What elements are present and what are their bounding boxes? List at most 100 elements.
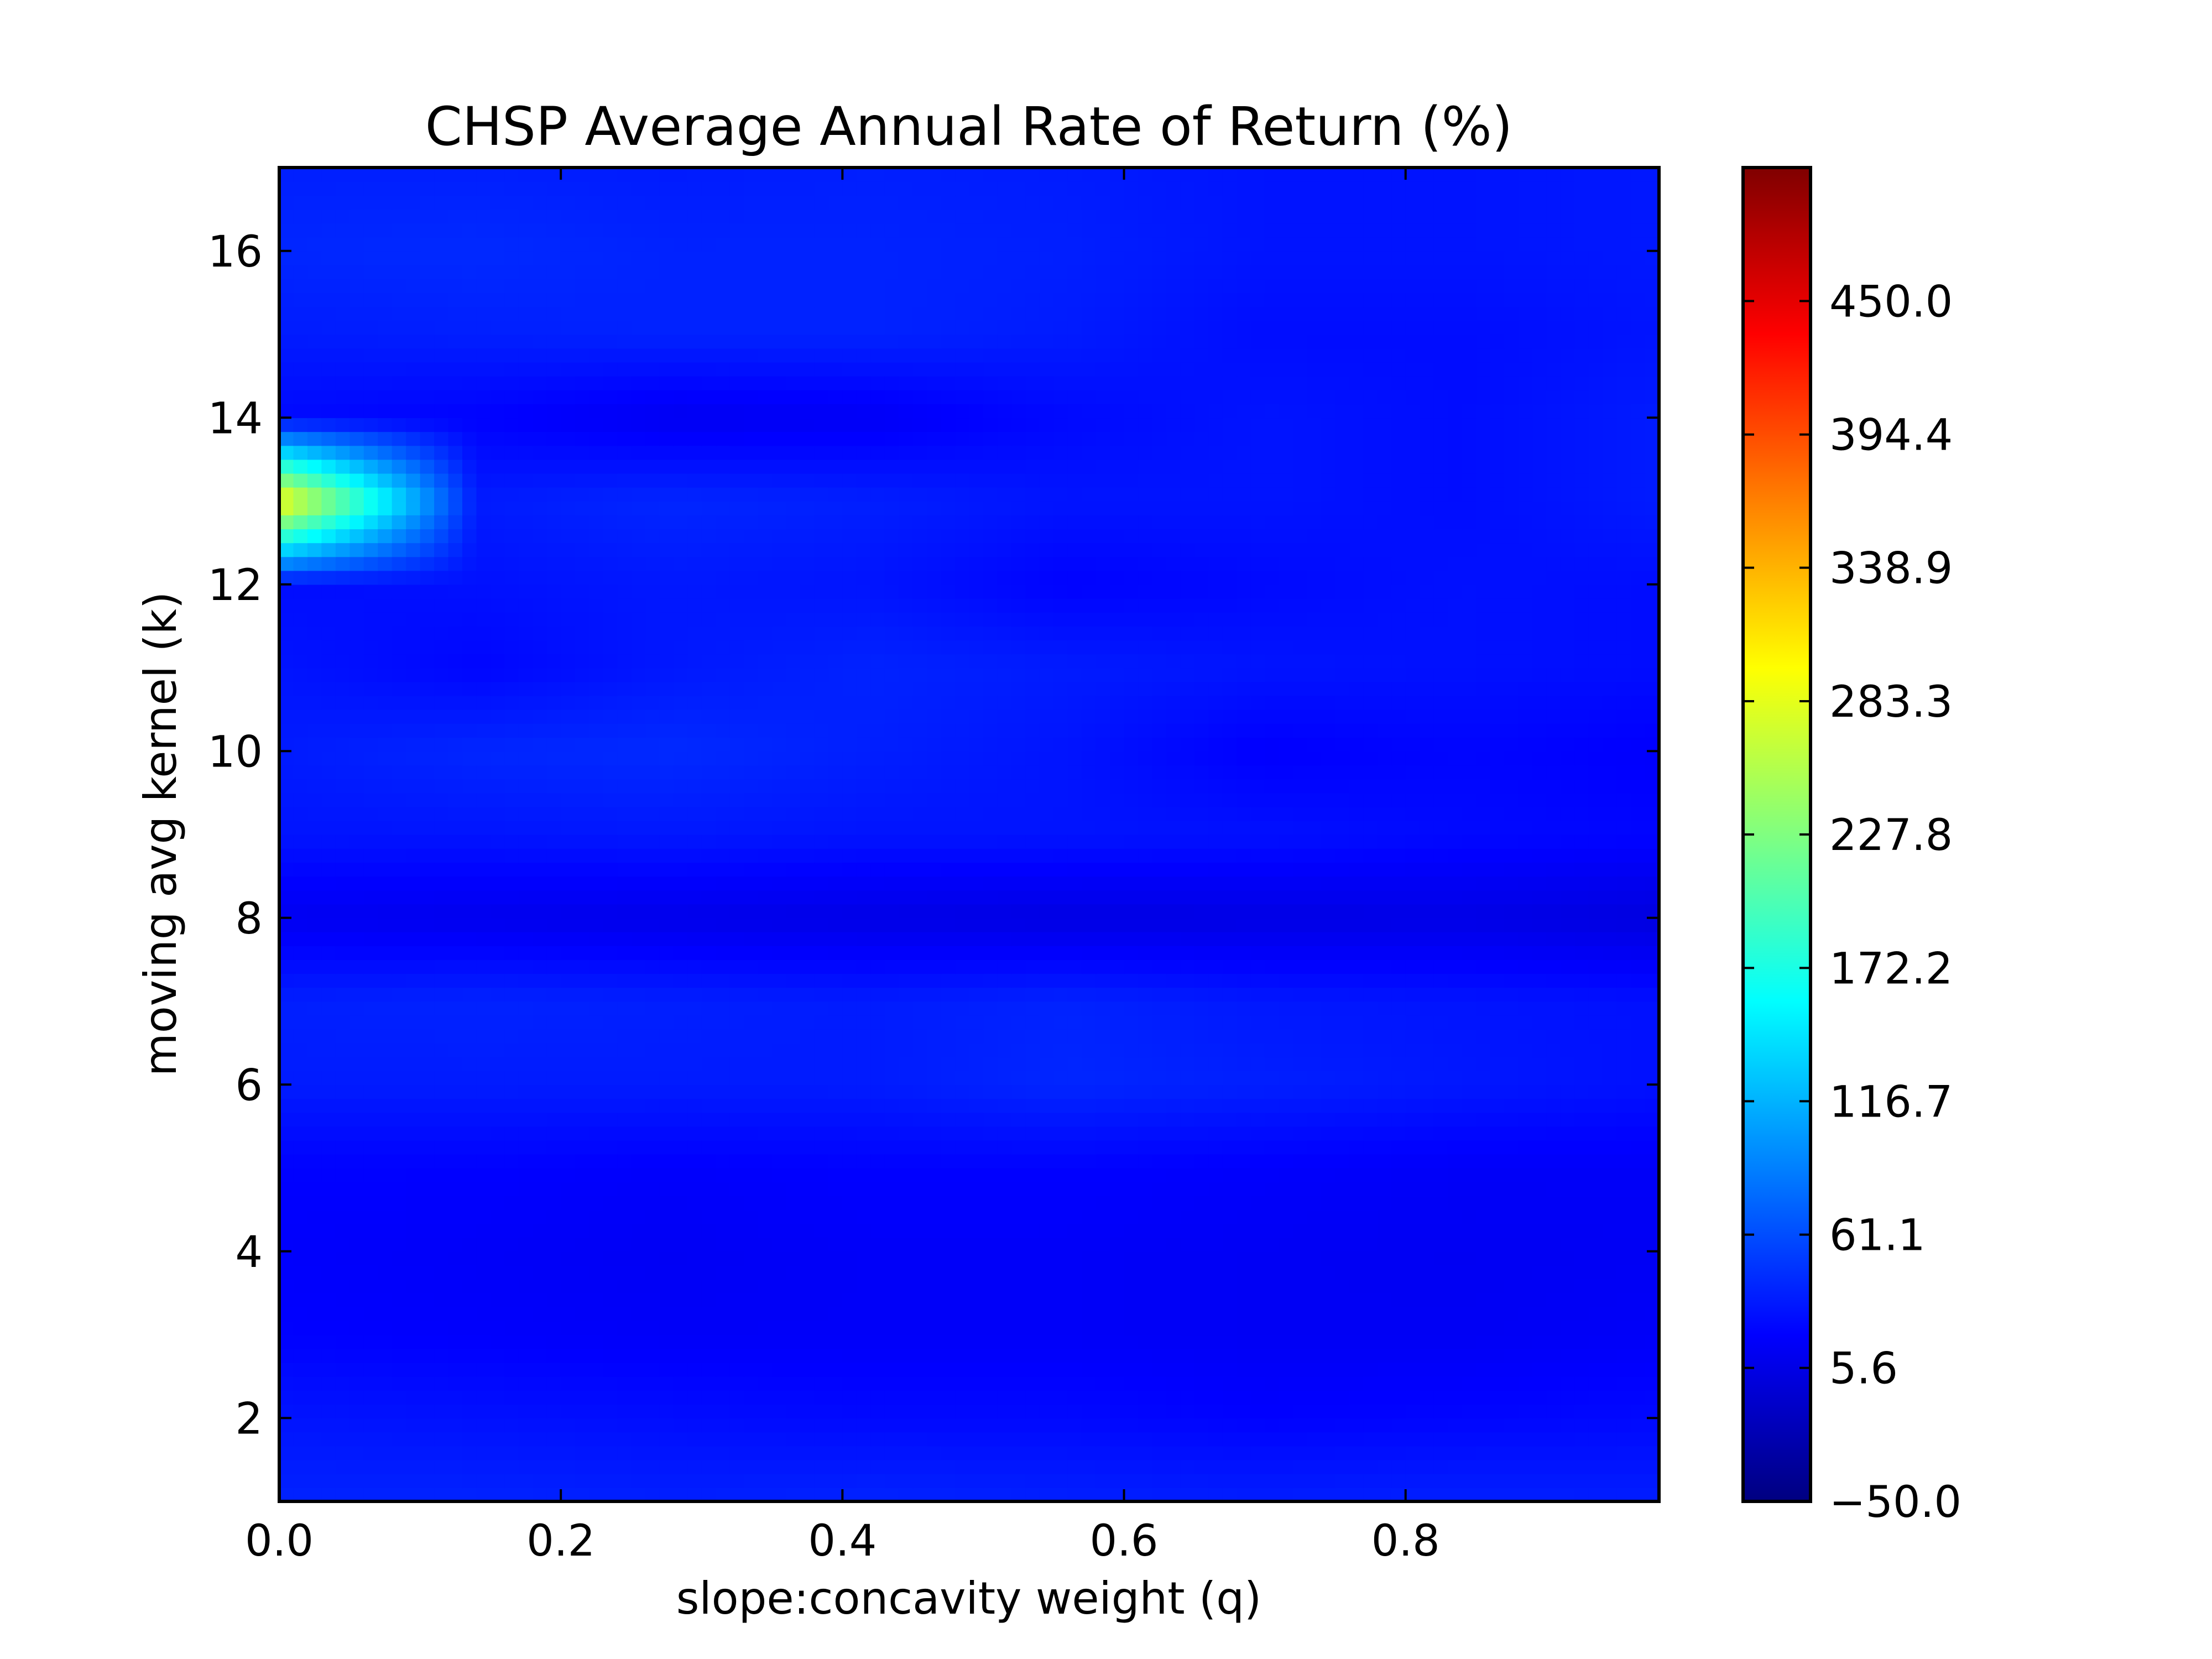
heatmap-cell xyxy=(1349,834,1364,849)
heatmap-cell xyxy=(519,1307,533,1321)
heatmap-cell xyxy=(1476,959,1490,974)
heatmap-cell xyxy=(547,1321,561,1335)
heatmap-cell xyxy=(941,1029,956,1044)
heatmap-cell xyxy=(1349,890,1364,905)
heatmap-cell xyxy=(533,1182,547,1196)
heatmap-cell xyxy=(1406,1488,1420,1502)
heatmap-cell xyxy=(547,1113,561,1127)
heatmap-cell xyxy=(1307,946,1322,960)
heatmap-cell xyxy=(561,1029,575,1044)
heatmap-cell xyxy=(1223,821,1237,835)
heatmap-cell xyxy=(1110,876,1124,890)
heatmap-cell xyxy=(547,1265,561,1280)
heatmap-cell xyxy=(1617,932,1631,946)
heatmap-cell xyxy=(997,1307,1011,1321)
heatmap-cell xyxy=(392,807,406,821)
heatmap-cell xyxy=(378,848,392,863)
heatmap-cell xyxy=(617,1113,632,1127)
heatmap-cell xyxy=(828,834,843,849)
heatmap-cell xyxy=(1053,946,1068,960)
heatmap-cell xyxy=(969,1307,984,1321)
heatmap-cell xyxy=(1208,1154,1223,1168)
heatmap-cell xyxy=(1406,1029,1420,1044)
heatmap-cell xyxy=(1110,1376,1124,1391)
heatmap-cell xyxy=(364,1432,378,1446)
heatmap-cell xyxy=(1645,1404,1660,1418)
heatmap-cell xyxy=(603,1238,618,1252)
heatmap-cell xyxy=(547,1251,561,1266)
heatmap-cell xyxy=(533,1432,547,1446)
heatmap-cell xyxy=(687,1001,702,1016)
heatmap-cell xyxy=(307,1307,322,1321)
heatmap-cell xyxy=(842,1460,857,1474)
heatmap-cell xyxy=(504,959,519,974)
heatmap-cell xyxy=(687,876,702,890)
heatmap-cell xyxy=(321,1335,336,1349)
heatmap-cell xyxy=(927,946,941,960)
heatmap-cell xyxy=(1561,890,1575,905)
heatmap-cell xyxy=(533,1404,547,1418)
heatmap-cell xyxy=(448,1113,463,1127)
heatmap-cell xyxy=(1025,1057,1040,1071)
heatmap-cell xyxy=(462,1279,477,1293)
heatmap-cell xyxy=(870,834,885,849)
heatmap-cell xyxy=(786,1376,801,1391)
heatmap-cell xyxy=(1053,1057,1068,1071)
heatmap-cell xyxy=(1293,1154,1307,1168)
heatmap-cell xyxy=(293,1029,307,1044)
heatmap-cell xyxy=(1420,1015,1434,1030)
heatmap-cell xyxy=(589,1057,603,1071)
heatmap-cell xyxy=(870,973,885,988)
heatmap-cell xyxy=(1448,1432,1462,1446)
heatmap-cell xyxy=(814,1140,828,1155)
heatmap-cell xyxy=(603,821,618,835)
heatmap-cell xyxy=(786,1140,801,1155)
heatmap-cell xyxy=(561,1224,575,1238)
heatmap-cell xyxy=(1631,1126,1645,1141)
heatmap-cell xyxy=(378,1404,392,1418)
heatmap-cell xyxy=(462,1001,477,1016)
heatmap-cell xyxy=(406,1363,420,1377)
heatmap-cell xyxy=(1561,1432,1575,1446)
heatmap-cell xyxy=(1406,890,1420,905)
heatmap-cell xyxy=(1208,1307,1223,1321)
heatmap-cell xyxy=(1237,1209,1251,1224)
heatmap-cell xyxy=(1434,1209,1448,1224)
heatmap-cell xyxy=(1307,1001,1322,1016)
heatmap-cell xyxy=(772,973,786,988)
heatmap-cell xyxy=(786,793,801,807)
heatmap-cell xyxy=(997,1168,1011,1182)
heatmap-cell xyxy=(828,1098,843,1113)
heatmap-cell xyxy=(842,1335,857,1349)
heatmap-cell xyxy=(687,1043,702,1057)
heatmap-cell xyxy=(969,1043,984,1057)
heatmap-cell xyxy=(645,1168,660,1182)
heatmap-cell xyxy=(1603,1209,1617,1224)
heatmap-cell xyxy=(1223,1224,1237,1238)
heatmap-cell xyxy=(462,1293,477,1307)
heatmap-cell xyxy=(941,1001,956,1016)
heatmap-cell xyxy=(828,1238,843,1252)
heatmap-cell xyxy=(659,1349,674,1363)
heatmap-cell xyxy=(997,1209,1011,1224)
heatmap-cell xyxy=(744,1279,758,1293)
heatmap-cell xyxy=(293,987,307,1001)
heatmap-cell xyxy=(645,1071,660,1085)
heatmap-cell xyxy=(1378,932,1392,946)
heatmap-cell xyxy=(1631,1057,1645,1071)
heatmap-cell xyxy=(941,1126,956,1141)
heatmap-cell xyxy=(1321,973,1335,988)
heatmap-cell xyxy=(744,932,758,946)
heatmap-cell xyxy=(716,959,730,974)
heatmap-cell xyxy=(1208,1084,1223,1099)
heatmap-cell xyxy=(1589,1015,1603,1030)
heatmap-cell xyxy=(800,793,815,807)
heatmap-cell xyxy=(448,1182,463,1196)
heatmap-cell xyxy=(955,932,969,946)
heatmap-cell xyxy=(857,807,871,821)
heatmap-cell xyxy=(1068,1238,1082,1252)
heatmap-cell xyxy=(702,959,716,974)
heatmap-cell xyxy=(800,1084,815,1099)
heatmap-cell xyxy=(533,793,547,807)
heatmap-cell xyxy=(1335,1404,1349,1418)
